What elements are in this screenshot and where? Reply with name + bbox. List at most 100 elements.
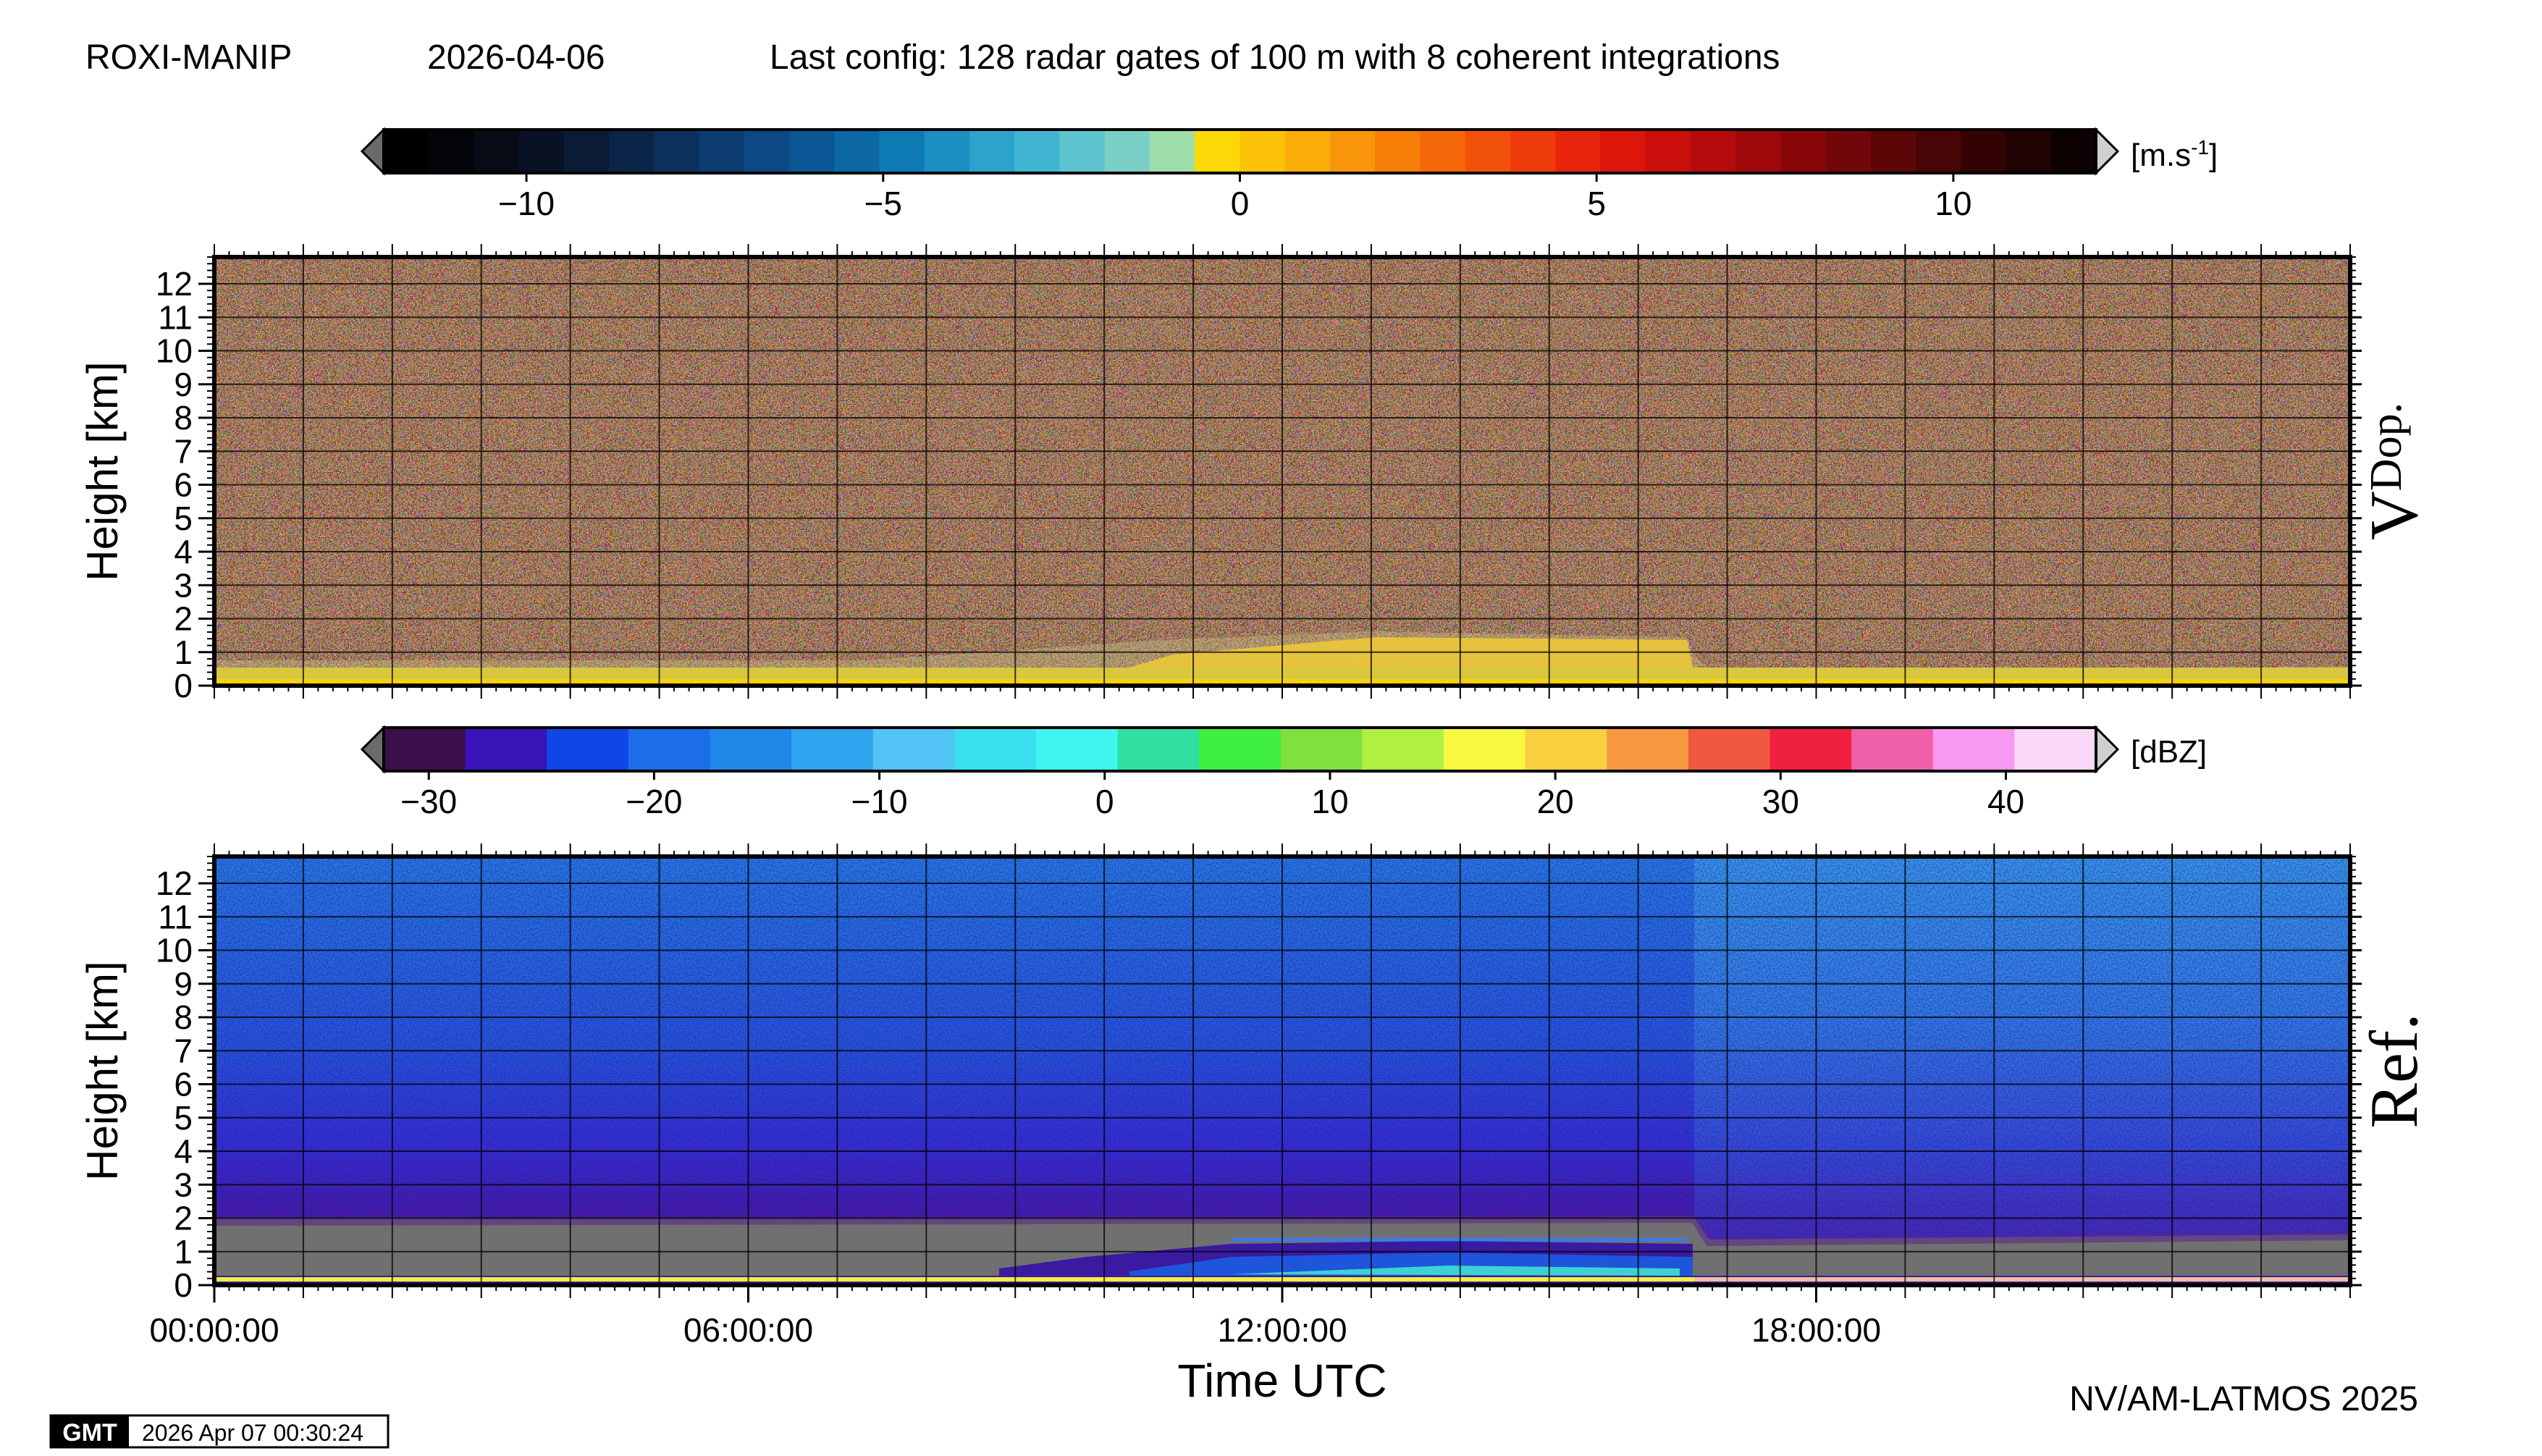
velocity-y-tick-label: 3 bbox=[174, 566, 193, 604]
reflectivity-x-tick-label: 12:00:00 bbox=[1217, 1311, 1347, 1349]
gmt-logo: GMT bbox=[62, 1419, 117, 1447]
velocity-colorbar-swatch bbox=[789, 130, 835, 173]
reflectivity-colorbar-swatch bbox=[384, 728, 466, 771]
reflectivity-cloud-base bbox=[1231, 1266, 1680, 1276]
date-label: 2026-04-06 bbox=[427, 38, 605, 77]
reflectivity-y-tick-label: 8 bbox=[174, 998, 193, 1036]
velocity-colorbar-high-arrow bbox=[2095, 127, 2120, 176]
velocity-colorbar-swatch bbox=[1329, 130, 1376, 173]
time-axis-label: Time UTC bbox=[1177, 1355, 1386, 1407]
reflectivity-colorbar: −30 −20 −10 0 10 20 30 40 bbox=[360, 725, 2120, 820]
reflectivity-colorbar-swatch bbox=[1769, 728, 1852, 771]
velocity-colorbar-swatch bbox=[1465, 130, 1511, 173]
reflectivity-colorbar-swatch bbox=[791, 728, 874, 771]
velocity-colorbar-swatch bbox=[1825, 130, 1872, 173]
reflectivity-colorbar-tick-label: −30 bbox=[400, 783, 457, 820]
reflectivity-colorbar-swatch bbox=[1199, 728, 1281, 771]
reflectivity-y-tick-label: 5 bbox=[174, 1099, 193, 1137]
velocity-grid bbox=[212, 244, 2352, 699]
velocity-y-tick-label: 1 bbox=[174, 634, 193, 671]
velocity-colorbar-swatch bbox=[1510, 130, 1556, 173]
reflectivity-colorbar-swatch bbox=[1851, 728, 1934, 771]
reflectivity-y-tick-label: 9 bbox=[174, 965, 193, 1003]
reflectivity-y-tick-label: 6 bbox=[174, 1066, 193, 1103]
velocity-colorbar-swatch bbox=[429, 130, 475, 173]
reflectivity-ground-clutter bbox=[214, 1277, 1694, 1282]
reflectivity-y-tick-label: 12 bbox=[156, 864, 193, 902]
velocity-colorbar-swatch bbox=[1014, 130, 1061, 173]
reflectivity-colorbar-swatch bbox=[465, 728, 547, 771]
velocity-colorbar-low-arrow bbox=[360, 127, 385, 176]
reflectivity-colorbar-swatch bbox=[1607, 728, 1689, 771]
reflectivity-ground-clutter-late bbox=[1694, 1277, 2350, 1282]
velocity-colorbar-swatch bbox=[744, 130, 790, 173]
reflectivity-colorbar-low-arrow bbox=[360, 725, 385, 774]
timestamp-label: 2026 Apr 07 00:30:24 bbox=[142, 1420, 363, 1446]
reflectivity-colorbar-swatch bbox=[1362, 728, 1444, 771]
velocity-y-tick-label: 12 bbox=[156, 265, 193, 303]
velocity-colorbar-swatch bbox=[518, 130, 565, 173]
reflectivity-colorbar-swatch bbox=[1035, 728, 1119, 771]
velocity-colorbar-swatch bbox=[1690, 130, 1736, 173]
velocity-y-tick-label: 6 bbox=[174, 466, 193, 504]
velocity-colorbar-swatch bbox=[1284, 130, 1331, 173]
velocity-y-tick-label: 7 bbox=[174, 432, 193, 470]
velocity-colorbar-swatch bbox=[1375, 130, 1421, 173]
velocity-colorbar-swatch bbox=[563, 130, 610, 173]
velocity-colorbar-swatch bbox=[654, 130, 700, 173]
reflectivity-colorbar-tick-label: 20 bbox=[1537, 783, 1574, 820]
reflectivity-y-tick-label: 7 bbox=[174, 1032, 193, 1069]
velocity-colorbar-swatch bbox=[2006, 130, 2052, 173]
velocity-y-tick-label: 8 bbox=[174, 399, 193, 437]
reflectivity-colorbar-swatch bbox=[628, 728, 711, 771]
reflectivity-noise-edge bbox=[214, 1215, 2351, 1247]
velocity-colorbar-swatch bbox=[1870, 130, 1916, 173]
velocity-colorbar-swatch bbox=[1240, 130, 1286, 173]
reflectivity-x-tick-label: 18:00:00 bbox=[1751, 1311, 1881, 1349]
velocity-colorbar-swatch bbox=[609, 130, 655, 173]
velocity-y-tick-label: 2 bbox=[174, 600, 193, 638]
velocity-colorbar-tick-label: 5 bbox=[1587, 185, 1606, 222]
reflectivity-y-label: Height [km] bbox=[78, 961, 127, 1180]
reflectivity-y-tick-label: 1 bbox=[174, 1233, 193, 1271]
velocity-colorbar-tick-label: 0 bbox=[1231, 185, 1250, 222]
velocity-colorbar-swatch bbox=[699, 130, 745, 173]
reflectivity-colorbar-swatch bbox=[1280, 728, 1363, 771]
velocity-colorbar-unit: [m.s-1] bbox=[2131, 136, 2218, 173]
velocity-y-label: Height [km] bbox=[78, 361, 127, 581]
velocity-colorbar-tick-label: −5 bbox=[864, 185, 902, 222]
velocity-panel-label: VDop. bbox=[2357, 403, 2432, 540]
station-name: ROXI-MANIP bbox=[85, 38, 293, 77]
config-label: Last config: 128 radar gates of 100 m wi… bbox=[770, 38, 1780, 77]
velocity-colorbar-swatch bbox=[1555, 130, 1601, 173]
reflectivity-x-tick-label: 00:00:00 bbox=[149, 1311, 279, 1349]
velocity-colorbar-swatch bbox=[1104, 130, 1150, 173]
velocity-colorbar-swatch bbox=[1150, 130, 1195, 173]
reflectivity-colorbar-tick-label: 40 bbox=[1987, 783, 2024, 820]
velocity-y-tick-label: 0 bbox=[174, 667, 193, 704]
reflectivity-colorbar-swatch bbox=[1117, 728, 1200, 771]
velocity-colorbar-tick-label: 10 bbox=[1935, 185, 1971, 222]
velocity-colorbar-swatch bbox=[924, 130, 970, 173]
reflectivity-colorbar-swatch bbox=[872, 728, 955, 771]
reflectivity-y-tick-label: 0 bbox=[174, 1266, 193, 1304]
velocity-colorbar-swatch bbox=[1916, 130, 1961, 173]
velocity-y-tick-label: 10 bbox=[156, 332, 193, 370]
velocity-colorbar-swatch bbox=[969, 130, 1015, 173]
reflectivity-y-tick-label: 4 bbox=[174, 1132, 193, 1170]
velocity-colorbar-swatch bbox=[834, 130, 880, 173]
velocity-colorbar-tick-label: −10 bbox=[498, 185, 555, 222]
velocity-y-tick-label: 9 bbox=[174, 366, 193, 403]
reflectivity-colorbar-tick-label: −20 bbox=[626, 783, 682, 820]
reflectivity-colorbar-frame bbox=[382, 726, 2097, 773]
gmt-logo-box bbox=[51, 1415, 129, 1447]
velocity-colorbar-swatch bbox=[1961, 130, 2007, 173]
credit-label: NV/AM-LATMOS 2025 bbox=[2069, 1380, 2418, 1418]
gmt-stamp: GMT 2026 Apr 07 00:30:24 bbox=[49, 1414, 390, 1449]
reflectivity-colorbar-high-arrow bbox=[2095, 725, 2120, 774]
velocity-colorbar-swatch bbox=[1780, 130, 1827, 173]
velocity-colorbar-swatch bbox=[879, 130, 925, 173]
velocity-colorbar-swatch bbox=[384, 130, 429, 173]
velocity-y-tick-label: 11 bbox=[158, 298, 193, 336]
